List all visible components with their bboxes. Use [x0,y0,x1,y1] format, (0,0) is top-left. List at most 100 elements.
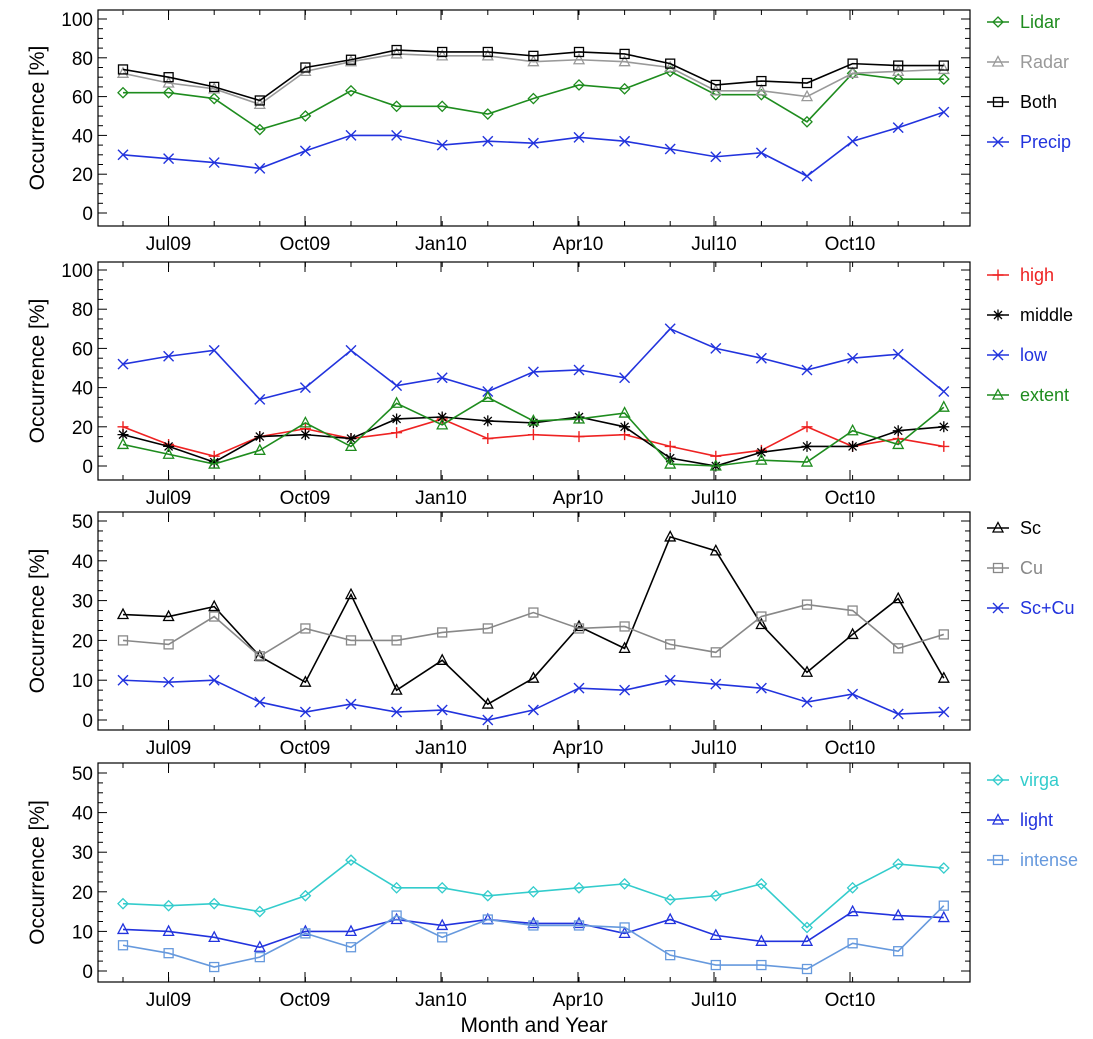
data-point [344,924,358,937]
data-point [801,115,813,128]
x-tick-label: Jul09 [146,234,191,255]
data-point [209,961,220,973]
data-point [573,131,585,143]
data-point [801,921,813,934]
data-point [163,440,175,452]
data-point [801,440,813,452]
data-point [345,433,357,445]
x-tick-label: Oct10 [825,488,876,509]
y-tick-label: 20 [72,165,93,186]
data-point [755,147,767,159]
data-point [253,443,266,455]
data-point [300,928,311,939]
data-point [209,611,220,622]
data-point [573,79,585,91]
data-point [162,447,175,459]
data-point [345,854,357,867]
data-point [573,682,585,694]
series-line [123,70,944,131]
data-point [618,641,631,654]
data-point [208,599,221,612]
data-point [253,905,266,918]
legend-item: virga [987,770,1060,790]
data-point [665,950,676,961]
data-point [709,889,722,902]
series-Lidar [117,65,950,136]
series-line [122,535,945,706]
data-point [481,108,494,120]
y-tick-label: 10 [72,922,93,943]
y-tick-label: 50 [72,764,93,785]
plot-frame [97,762,971,983]
data-point [208,930,221,942]
data-point [116,66,130,78]
series-Both [117,44,949,106]
data-point [299,64,312,77]
panel-3: 0 10 20 30 40 50 Jul09 Oct09 Jan10 Apr10 Jul10 Oct1… [26,511,1075,759]
y-tick-label: 0 [82,962,93,983]
data-point [482,714,494,726]
data-point [390,47,403,59]
data-point [938,629,949,640]
y-tick-label: 0 [82,711,93,732]
data-point [573,920,585,931]
data-point [345,698,357,710]
data-point [299,706,311,718]
data-point [254,696,266,708]
data-point [254,162,266,174]
data-point [618,54,631,67]
data-point [117,149,129,161]
data-point [116,437,130,450]
legend-item: Radar [987,52,1069,72]
data-point [710,79,721,91]
legend-label: high [1020,265,1054,285]
data-point [937,73,950,86]
series-line [122,603,945,658]
data-point [619,621,630,632]
data-point [391,129,403,141]
data-point [254,95,265,106]
data-point [664,60,677,73]
series-middle [117,411,950,472]
data-point [117,429,129,441]
data-point [527,366,539,378]
data-point [163,350,175,362]
data-point [254,651,265,662]
data-point [846,904,859,917]
legend-marker [992,136,1004,148]
data-point [482,914,493,925]
data-point [847,605,858,616]
data-point [117,635,129,646]
y-tick-label: 80 [72,300,93,321]
data-point [755,617,768,630]
panel-2: 0 20 40 60 80 100 Jul09 Oct09 Jan10 Apr10 Jul10 Oct… [26,261,1073,509]
data-point [528,50,539,62]
y-tick-label: 20 [72,418,93,439]
data-point [390,912,403,925]
data-point [573,623,585,634]
data-point [892,122,904,134]
data-point [527,916,540,929]
series-line [122,905,945,970]
data-point [345,129,357,141]
data-point [116,922,130,935]
data-point [299,415,312,428]
data-point [299,889,312,902]
data-point [710,678,722,690]
data-point [847,938,858,949]
legend-item: Precip [987,132,1071,152]
data-point [163,153,175,165]
data-point [664,457,677,469]
data-point [846,66,859,78]
legend-marker [992,309,1004,321]
y-tick-label: 40 [72,804,93,825]
data-point [437,627,448,638]
data-point [938,900,949,911]
data-point [344,439,358,452]
data-point [208,344,220,356]
data-point [391,910,402,921]
y-axis-label: Occurrence [%] [26,299,49,444]
data-point [117,86,129,99]
data-point [893,643,904,654]
x-tick-label: Oct10 [825,234,876,255]
